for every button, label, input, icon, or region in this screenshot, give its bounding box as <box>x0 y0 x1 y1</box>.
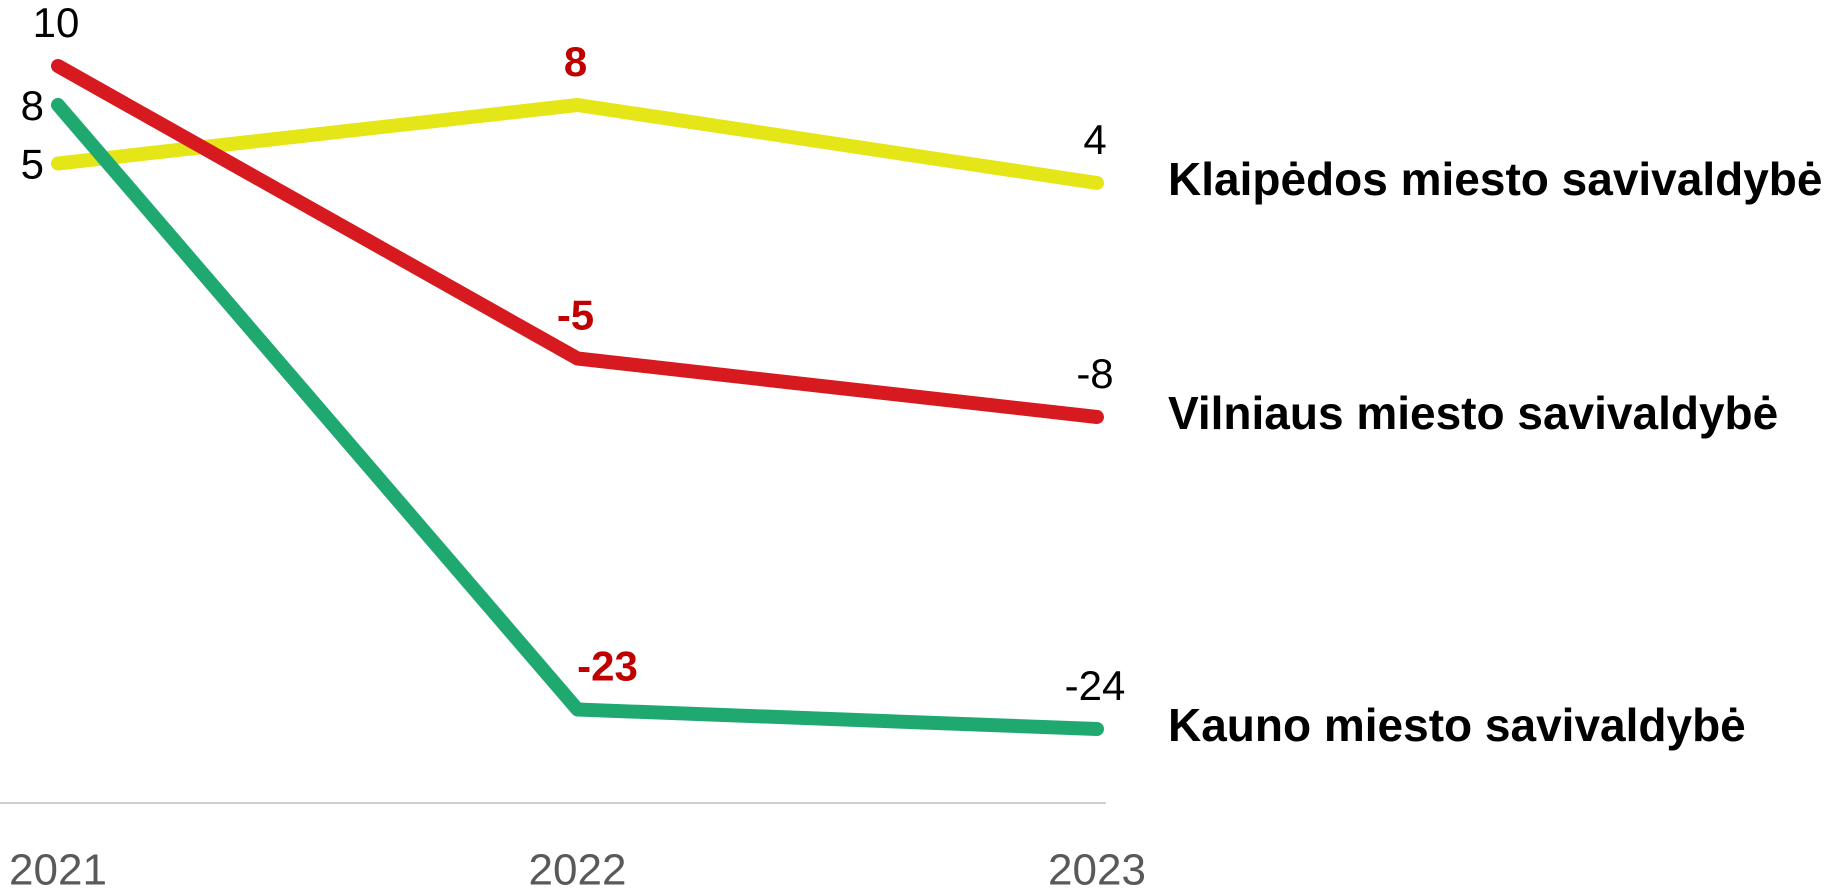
x-tick-label: 2021 <box>9 846 107 891</box>
series-line <box>51 98 1104 736</box>
x-tick-label: 2023 <box>1048 846 1146 891</box>
data-label: -8 <box>1076 350 1113 397</box>
series-line <box>51 98 1104 190</box>
legend-label: Kauno miesto savivaldybė <box>1168 699 1746 751</box>
data-label: 5 <box>21 141 44 188</box>
data-label: -5 <box>557 292 594 339</box>
data-label: -23 <box>577 643 638 690</box>
data-label: 8 <box>21 82 44 129</box>
data-label: -24 <box>1065 662 1126 709</box>
data-label: 8 <box>564 38 587 85</box>
data-label: 4 <box>1083 116 1106 163</box>
x-tick-label: 2022 <box>529 846 627 891</box>
series-line <box>51 59 1104 424</box>
data-label: 10 <box>33 0 80 46</box>
legend-label: Vilniaus miesto savivaldybė <box>1168 387 1778 439</box>
legend-label: Klaipėdos miesto savivaldybė <box>1168 153 1823 205</box>
